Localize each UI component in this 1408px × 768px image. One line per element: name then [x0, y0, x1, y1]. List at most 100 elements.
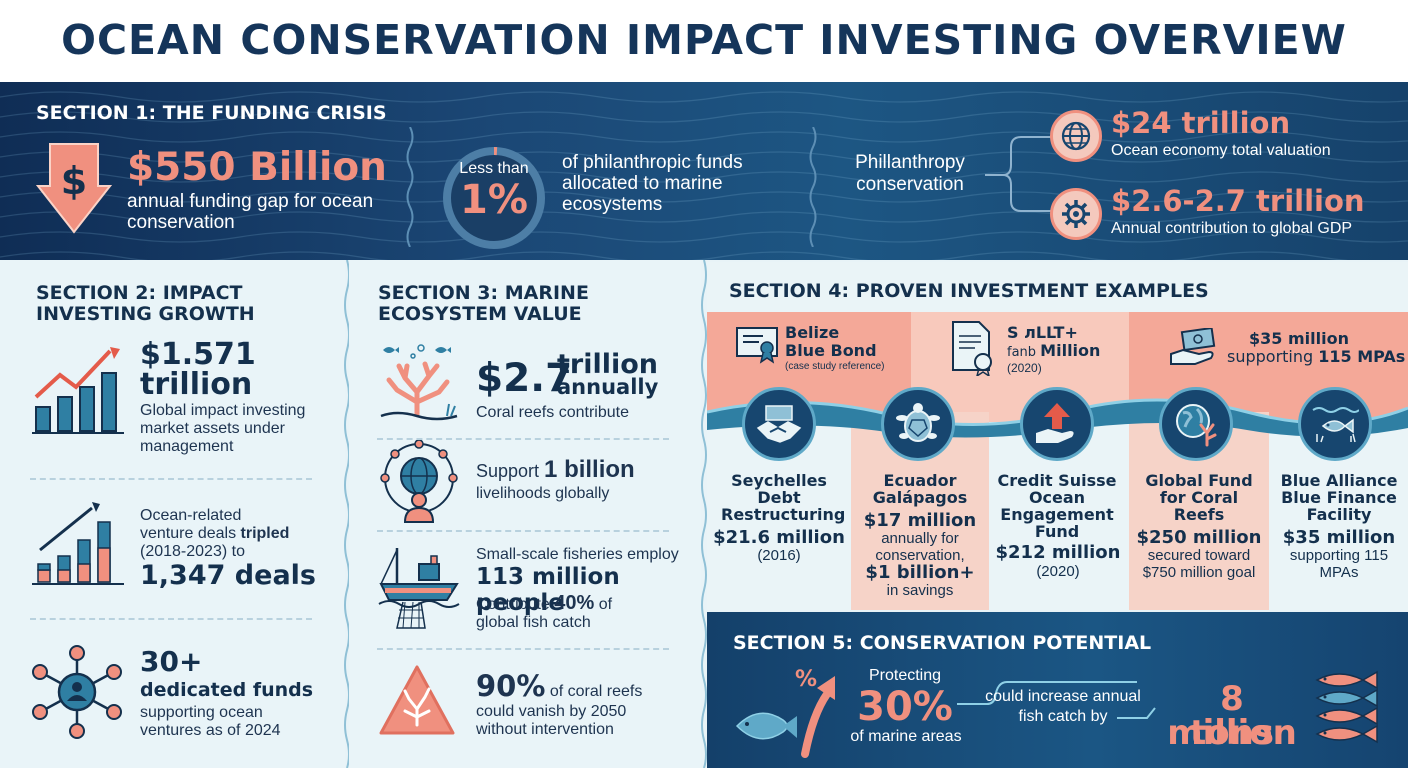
example-sub: (2016) [757, 547, 801, 564]
coral-reef-icon [380, 344, 458, 421]
gdp-contribution-desc: Annual contribution to global GDP [1111, 220, 1353, 237]
middle-line2-prefix: fanb [1007, 345, 1041, 360]
wave-pattern [0, 91, 1408, 260]
coral-unit-line2: annually [557, 375, 659, 399]
growth-chart-icon [32, 347, 124, 434]
philanthropy-desc: of philanthropic funds allocated to mari… [562, 152, 743, 215]
ring-value: 1% [460, 177, 528, 223]
funding-gap-value: $550 Billion [127, 145, 387, 190]
middle-line2: fanb Million [1007, 342, 1100, 362]
section2-heading-line1: SECTION 2: IMPACT [36, 282, 243, 304]
example-amount: $250 million [1136, 527, 1262, 548]
fisheries-prefix: Contribute [476, 596, 555, 613]
section-investment-examples: SECTION 4: PROVEN INVESTMENT EXAMPLES Be… [707, 262, 1408, 610]
example-name: Blue Alliance Blue Finance Facility [1280, 471, 1398, 524]
deals-value: 1,347 deals [140, 560, 316, 591]
deals-desc-line1: Ocean-related [140, 507, 242, 524]
hand-arrow-icon [1020, 387, 1094, 461]
impact-market-desc: Global impact investing market assets un… [140, 402, 306, 455]
section-impact-growth: SECTION 2: IMPACT INVESTING GROWTH $1.57… [0, 260, 345, 768]
fisheries-value: 113 million people [476, 564, 620, 616]
example-sub: (2020) [1036, 563, 1080, 580]
section5-heading: SECTION 5: CONSERVATION POTENTIAL [733, 632, 1152, 654]
impact-market-value-line2: trillion [140, 367, 253, 402]
example-sub: supporting 115 MPAs [1289, 547, 1389, 581]
protection-value: 30% [857, 684, 953, 730]
divider [30, 478, 312, 480]
ring-label: Less than [459, 160, 529, 177]
coral-vanish-line1: 90% of coral reefs [476, 670, 642, 708]
warning-coral-icon [379, 665, 455, 735]
divider [377, 648, 669, 650]
example-amount: $21.6 million [713, 527, 845, 548]
section2-heading-line2: INVESTING GROWTH [36, 303, 255, 325]
marine-areas-label: of marine areas [850, 728, 962, 745]
funds-value: 30+ [140, 645, 203, 678]
fish-ocean-icon [1298, 387, 1372, 461]
example-sub: secured toward $750 million goal [1142, 547, 1256, 581]
livelihoods-line1: Support 1 billion [476, 458, 635, 483]
example-sub: annually for conservation, [875, 530, 965, 564]
example-name: Ecuador Galápagos [872, 471, 968, 507]
impact-market-value-line1: $1.571 [140, 337, 256, 372]
svg-text:$: $ [61, 159, 87, 203]
percent-glyph: % [795, 667, 817, 692]
coral-desc: Coral reefs contribute [476, 404, 629, 421]
deals-chart-icon [32, 502, 124, 585]
wavy-divider [809, 127, 817, 247]
protecting-label: Protecting [868, 667, 942, 684]
globe-people-icon [380, 440, 458, 523]
philanthropy-label: Phillanthropy conservation [855, 152, 965, 195]
belize-sub: (case study reference) [785, 361, 885, 372]
page-title: OCEAN CONSERVATION IMPACT INVESTING OVER… [61, 16, 1347, 64]
result-connector [957, 681, 1156, 719]
middle-sub: (2020) [1007, 361, 1042, 375]
belize-line2: Blue Bond [785, 341, 877, 360]
fisheries-line3: Contribute 40% of [476, 592, 613, 614]
funds-desc: supporting ocean ventures as of 2024 [140, 704, 281, 739]
coral-vanish-line3: without intervention [476, 721, 614, 738]
coral-vanish-pct: 90% [476, 669, 546, 703]
fisheries-pct: 40% [554, 592, 595, 614]
coral-vanish-suffix: of coral reefs [545, 683, 643, 700]
livelihoods-prefix: Support [476, 461, 545, 481]
section-conservation-potential: SECTION 5: CONSERVATION POTENTIAL % Prot… [707, 612, 1408, 768]
example-amount: $35 million [1282, 527, 1396, 548]
wavy-divider [406, 127, 414, 247]
gdp-contribution-value: $2.6-2.7 trillion [1111, 184, 1365, 218]
fish-catch-line1: 8 million [1167, 679, 1297, 753]
livelihoods-value: 1 billion [544, 456, 635, 483]
turtle-icon [881, 387, 955, 461]
section-funding-crisis: SECTION 1: THE FUNDING CRISIS $ $550 Bil… [0, 82, 1408, 260]
fisheries-line1: Small-scale fisheries employ [476, 546, 679, 563]
certificate-icon [736, 327, 778, 364]
mpas-line2-value: 115 MPAs [1318, 347, 1406, 366]
divider [377, 438, 669, 440]
livelihoods-desc: livelihoods globally [476, 485, 610, 502]
coral-vanish-line2: could vanish by 2050 [476, 703, 627, 720]
fisheries-suffix: of [594, 596, 613, 613]
fish-growth-icon: % [735, 667, 835, 758]
connector-lines [985, 136, 1051, 212]
mpas-line2-prefix: supporting [1227, 347, 1319, 366]
globe-coral-icon [1159, 387, 1233, 461]
dollar-down-arrow-icon: $ [36, 143, 112, 234]
funds-label: dedicated funds [140, 679, 314, 701]
deals-desc-text: venture deals [140, 525, 241, 542]
document-seal-icon [952, 321, 992, 376]
fishing-boat-icon [378, 548, 460, 629]
example-amount: $212 million [995, 542, 1121, 563]
money-hand-icon [1170, 328, 1216, 365]
divider [30, 618, 312, 620]
gear-icon [1050, 188, 1102, 240]
example-name: Seychelles Debt Restructuring [721, 471, 846, 524]
section1-heading: SECTION 1: THE FUNDING CRISIS [36, 102, 387, 124]
section4-heading: SECTION 4: PROVEN INVESTMENT EXAMPLES [729, 280, 1209, 302]
section3-heading-line1: SECTION 3: MARINE [378, 282, 589, 304]
network-icon [32, 645, 122, 739]
example-savings-desc: in savings [886, 582, 954, 599]
example-name: Global Fund for Coral Reefs [1145, 471, 1253, 524]
divider [377, 530, 669, 532]
mpas-line2: supporting 115 MPAs [1227, 348, 1405, 366]
handshake-icon [742, 387, 816, 461]
